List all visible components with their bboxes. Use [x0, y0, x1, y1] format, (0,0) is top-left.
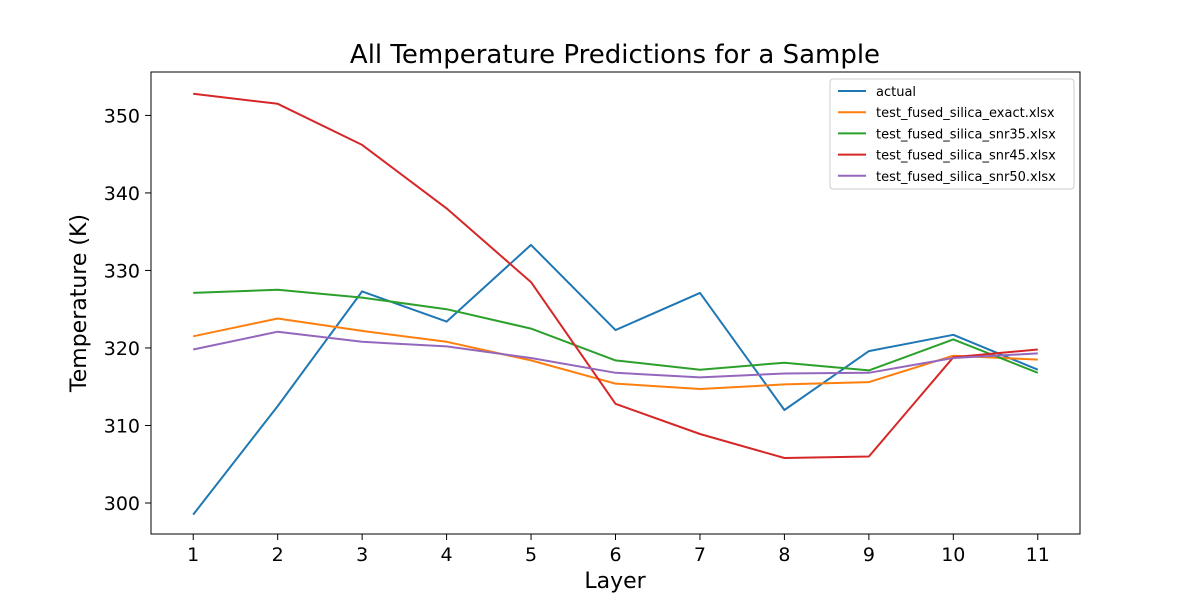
x-tick-label: 8 — [778, 544, 790, 566]
x-tick-label: 11 — [1026, 544, 1050, 566]
series-line-2 — [193, 288, 1039, 374]
y-tick-label: 310 — [104, 415, 140, 437]
legend-entry-label: actual — [876, 85, 916, 100]
legend-entry-label: test_fused_silica_snr50.xlsx — [876, 170, 1056, 185]
x-tick-label: 2 — [272, 544, 284, 566]
legend: actual test_fused_silica_exact.xlsx test_f… — [829, 78, 1075, 190]
series-line-4 — [192, 330, 1038, 379]
y-tick-label: 320 — [104, 338, 140, 360]
x-tick-label: 7 — [694, 544, 706, 566]
legend-frame — [829, 78, 1075, 190]
series-line-1 — [192, 317, 1038, 390]
legend-entry-label: test_fused_silica_exact.xlsx — [876, 106, 1055, 121]
series-line-3 — [193, 92, 1038, 459]
x-tick-label: 10 — [941, 544, 965, 566]
plot-frame — [150, 71, 1081, 535]
y-tick-label: 300 — [104, 493, 140, 515]
x-axis-label: Layer — [584, 569, 646, 594]
x-tick-label: 3 — [356, 544, 368, 566]
legend-entry-label: test_fused_silica_snr35.xlsx — [876, 127, 1056, 142]
x-tick-label: 1 — [187, 544, 199, 566]
x-tick-label: 6 — [609, 544, 621, 566]
x-tick-label: 9 — [863, 544, 875, 566]
y-tick-label: 350 — [104, 105, 140, 127]
series-layer — [192, 92, 1039, 516]
chart-title: All Temperature Predictions for a Sample — [350, 40, 880, 70]
x-tick-label: 4 — [441, 544, 453, 566]
x-tick-label: 5 — [525, 544, 537, 566]
y-tick-label: 340 — [104, 183, 140, 205]
y-axis-label: Temperature (K) — [67, 214, 92, 393]
ticks-layer: 1 2 3 4 5 6 7 8 9 10 11 300 310 320 330 340 350 — [104, 105, 1050, 566]
series-line-0 — [192, 243, 1039, 516]
y-tick-label: 330 — [104, 260, 140, 282]
legend-entry-label: test_fused_silica_snr45.xlsx — [876, 149, 1056, 164]
